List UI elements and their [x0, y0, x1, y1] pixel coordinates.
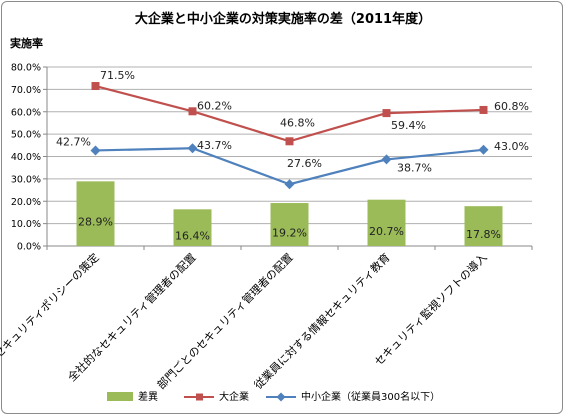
bar-data-label: 16.4% — [175, 230, 210, 243]
bar-data-label: 28.9% — [78, 216, 113, 229]
chart-title: 大企業と中小企業の対策実施率の差（2011年度） — [135, 11, 431, 27]
y-tick-label: 30.0% — [11, 174, 41, 185]
series-marker — [478, 144, 489, 155]
bar-data-label: 20.7% — [369, 225, 404, 238]
series-marker — [381, 154, 392, 165]
line-data-label: 46.8% — [280, 116, 315, 129]
line-data-label: 60.8% — [494, 100, 529, 113]
bar — [76, 181, 115, 246]
bar — [173, 209, 212, 246]
line-data-label: 71.5% — [100, 69, 135, 82]
y-tick-label: 60.0% — [11, 107, 41, 118]
y-tick-label: 40.0% — [11, 152, 41, 163]
y-tick-label: 20.0% — [11, 197, 41, 208]
line-data-label: 60.2% — [197, 99, 232, 112]
gridlines — [43, 66, 533, 250]
y-axis-label: 実施率 — [10, 36, 43, 50]
line-data-label: 38.7% — [397, 161, 432, 174]
series-line — [95, 84, 484, 143]
series-marker — [285, 137, 294, 146]
series-marker — [188, 107, 197, 116]
lines: 71.5% 60.2% 46.8% 59.4% 60.8% 42.7% 43.7% 27.6%… — [56, 69, 529, 190]
y-tick-label: 0.0% — [17, 242, 41, 253]
y-tick-label: 50.0% — [11, 130, 41, 141]
legend-marker — [196, 393, 203, 401]
bar-data-label: 19.2% — [272, 227, 307, 240]
bar — [367, 199, 406, 246]
bar — [270, 203, 309, 246]
y-tick-label: 80.0% — [11, 63, 41, 74]
line-data-label: 42.7% — [56, 135, 91, 148]
legend-label: 中小企業（従業員300名以下） — [301, 390, 440, 403]
line-data-label: 43.7% — [197, 139, 232, 152]
legend-swatch — [107, 392, 133, 401]
series-marker — [187, 143, 198, 154]
legend: 差異 大企業 中小企業（従業員300名以下） — [107, 390, 440, 403]
series-marker — [382, 109, 391, 118]
series-marker — [91, 82, 100, 91]
y-tick-label: 70.0% — [11, 85, 41, 96]
series-marker — [90, 145, 101, 156]
y-ticks: 0.0% 10.0% 20.0% 30.0% 40.0% 50.0% 60.0% 70.0% 8… — [11, 63, 41, 253]
category-label: セキュリティ監視ソフトの導入 — [371, 250, 489, 368]
legend-label: 差異 — [138, 390, 158, 403]
series-marker — [284, 179, 295, 190]
bar-data-label: 17.8% — [466, 228, 501, 241]
line-data-label: 59.4% — [391, 119, 426, 132]
category-label: セキュリティポリシーの策定 — [0, 250, 102, 361]
bars: 28.9% 16.4% 19.2% 20.7% 17.8% — [76, 181, 503, 246]
category-labels: セキュリティポリシーの策定全社的なセキュリティ管理者の配置部門ごとのセキュリティ… — [0, 250, 490, 392]
series-marker — [479, 105, 488, 114]
y-tick-label: 10.0% — [11, 219, 41, 230]
line-data-label: 43.0% — [494, 140, 529, 153]
line-data-label: 27.6% — [287, 157, 322, 170]
legend-label: 大企業 — [219, 390, 249, 403]
legend-marker — [276, 392, 286, 402]
bar — [464, 206, 503, 246]
